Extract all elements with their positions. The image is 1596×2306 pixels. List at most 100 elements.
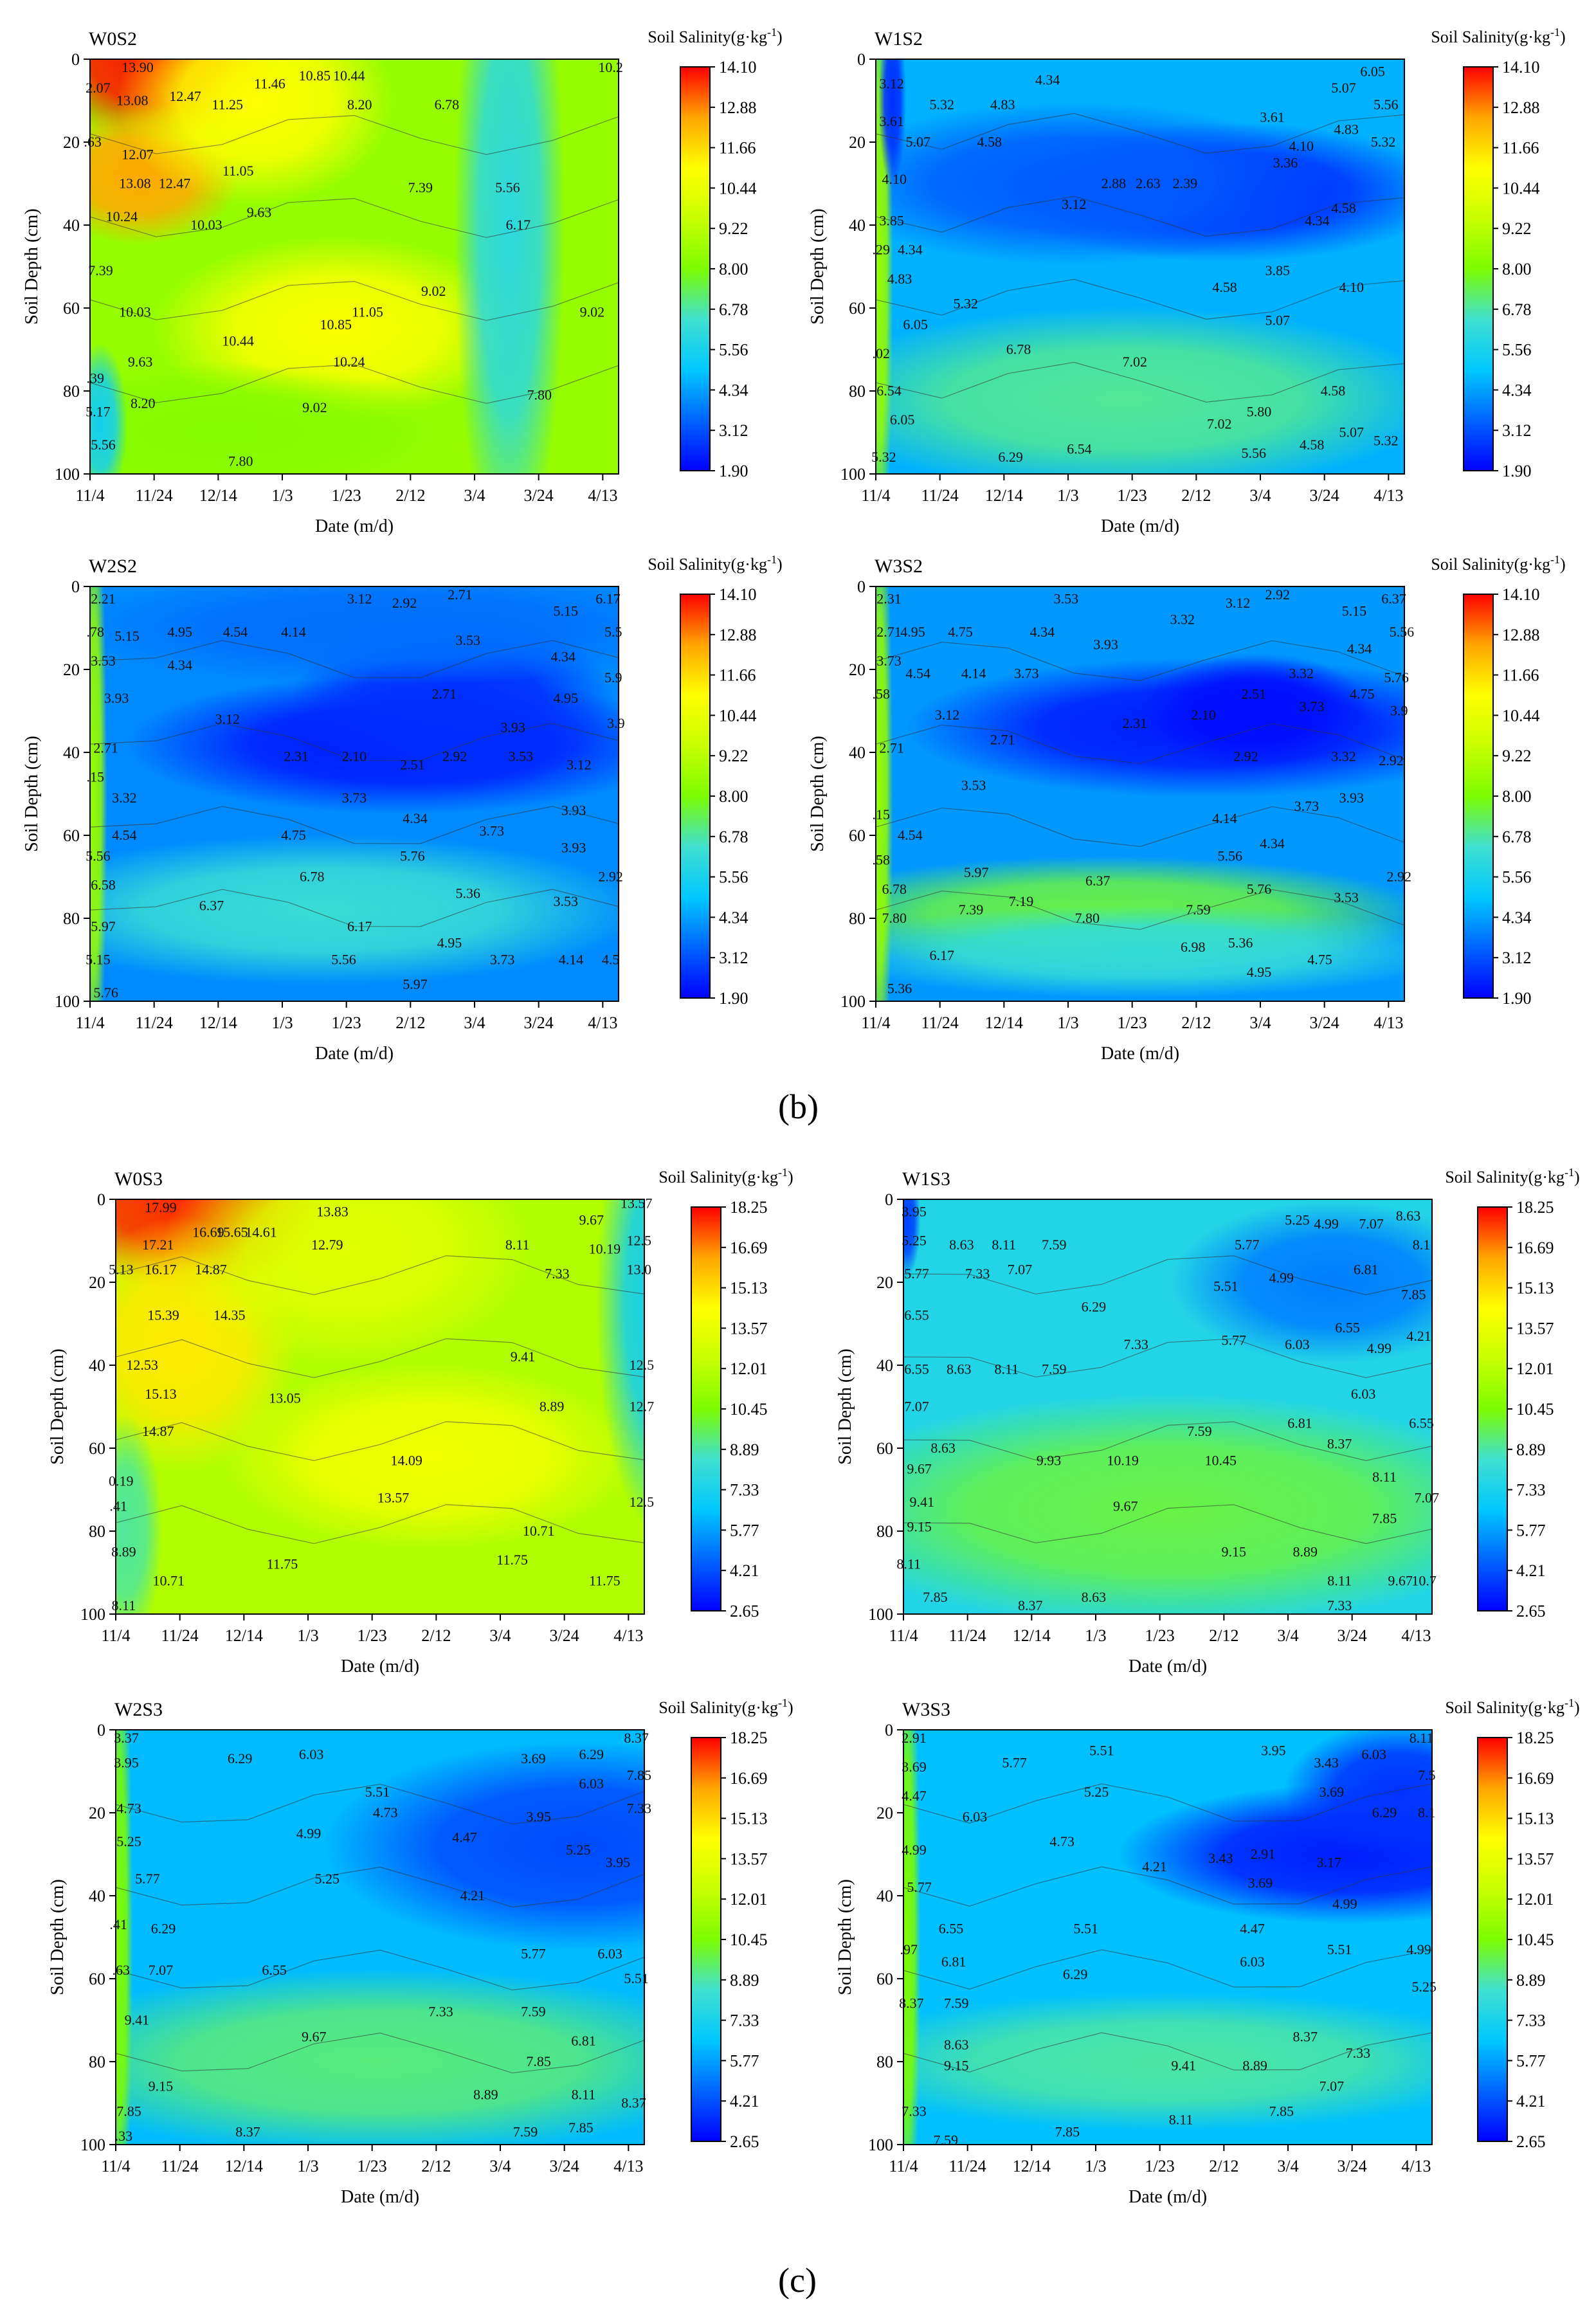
contour-label: 6.55 bbox=[1409, 1415, 1434, 1431]
contour-label: 16.17 bbox=[145, 1262, 177, 1278]
colorbar-tick-label: 4.21 bbox=[1516, 2092, 1546, 2111]
contour-label: 3.43 bbox=[1208, 1850, 1233, 1866]
colorbar bbox=[680, 66, 711, 471]
contour-label: 3.85 bbox=[1265, 262, 1290, 278]
contour-label: 7.39 bbox=[408, 179, 433, 195]
contour-label: 7.59 bbox=[1186, 902, 1211, 918]
x-tick-label: 4/13 bbox=[613, 2157, 643, 2175]
panel-w1s2: 3.12 4.34 6.05 5.32 4.83 5.07 5.56 3.61 3.61 4.83… bbox=[808, 26, 1566, 536]
contour-label: 11.25 bbox=[212, 96, 243, 113]
contour-label: 11.75 bbox=[496, 1552, 528, 1568]
y-tick-label: 20 bbox=[63, 133, 80, 152]
colorbar bbox=[1463, 66, 1494, 471]
contour-label: 11.46 bbox=[254, 76, 286, 92]
colorbar bbox=[1477, 1737, 1508, 2142]
contour-label: 7.85 bbox=[923, 1589, 948, 1605]
contour-label: 4.47 bbox=[452, 1829, 477, 1846]
colorbar-tick-label: 12.88 bbox=[1502, 98, 1540, 117]
contour-label: .33 bbox=[115, 2128, 133, 2144]
contour-label: 4.47 bbox=[902, 1788, 927, 1804]
heatmap-region bbox=[90, 586, 619, 686]
y-tick-label: 100 bbox=[840, 465, 866, 484]
plot-frame bbox=[903, 1199, 1433, 1615]
colorbar-tick-label: 4.21 bbox=[730, 2092, 759, 2111]
contour-label: 2.71 bbox=[990, 732, 1015, 748]
contour-label: 6.03 bbox=[1240, 1954, 1265, 1970]
x-tick-label: 1/23 bbox=[358, 1626, 387, 1645]
x-tick-label: 2/12 bbox=[395, 1013, 425, 1032]
contour-label: 8.63 bbox=[930, 1440, 956, 1456]
contour-label: 4.34 bbox=[403, 810, 428, 826]
y-tick-label: 60 bbox=[63, 826, 80, 845]
contour-line bbox=[116, 2032, 644, 2074]
y-tick-label: 80 bbox=[876, 2053, 893, 2071]
x-axis-label: Date (m/d) bbox=[1101, 516, 1179, 536]
colorbar-tick-label: 7.33 bbox=[1516, 2011, 1546, 2030]
x-tick-label: 2/12 bbox=[1209, 2157, 1238, 2175]
contour-label: 5.15 bbox=[114, 628, 140, 644]
heatmap-region bbox=[876, 586, 893, 1001]
x-tick-label: 2/12 bbox=[395, 486, 425, 505]
colorbar bbox=[680, 594, 711, 999]
contour-label: 4.10 bbox=[882, 171, 907, 187]
y-tick-label: 0 bbox=[885, 1190, 893, 1209]
contour-label: 6.29 bbox=[228, 1750, 253, 1766]
colorbar-tick-label: 7.33 bbox=[1516, 1481, 1546, 1500]
colorbar-tick-label: 5.56 bbox=[1502, 868, 1532, 887]
contour-label: 3.95 bbox=[1261, 1742, 1286, 1758]
x-tick-label: 12/14 bbox=[225, 1626, 263, 1645]
colorbar-tick-label: 15.13 bbox=[730, 1810, 768, 1828]
contour-label: 6.05 bbox=[1360, 63, 1385, 79]
contour-label: 6.55 bbox=[904, 1361, 929, 1377]
y-tick-label: 80 bbox=[849, 909, 866, 928]
contour-label: 7.33 bbox=[902, 2103, 927, 2119]
colorbar-tick-label: 12.01 bbox=[730, 1890, 768, 1909]
colorbar-tick-label: 14.10 bbox=[1502, 58, 1540, 77]
x-tick-label: 1/3 bbox=[1085, 2157, 1106, 2175]
contour-label: 16.69 bbox=[192, 1224, 224, 1240]
contour-label: 3.32 bbox=[112, 790, 137, 806]
heatmap-region bbox=[903, 1730, 921, 2145]
heatmap-field bbox=[90, 59, 565, 474]
contour-label: 4.99 bbox=[1269, 1270, 1294, 1286]
colorbar-tick-label: 5.77 bbox=[1516, 1521, 1546, 1539]
colorbar-tick-label: 11.66 bbox=[719, 666, 756, 685]
contour-label: 3.69 bbox=[1319, 1784, 1345, 1800]
contour-label: 9.67 bbox=[1113, 1498, 1138, 1514]
contour-label: 2.07 bbox=[86, 80, 111, 96]
contour-label: 7.59 bbox=[1042, 1361, 1067, 1377]
colorbar-tick-label: 4.34 bbox=[719, 381, 748, 399]
colorbar bbox=[1463, 594, 1494, 999]
contour-label: 8.11 bbox=[994, 1361, 1019, 1377]
contour-label: 5.13 bbox=[109, 1262, 134, 1278]
contour-label: 7.39 bbox=[959, 902, 984, 918]
contour-label: 6.55 bbox=[1335, 1320, 1360, 1336]
panel-w2s3: 3.37 6.29 6.03 3.69 6.29 8.37 3.95 6.03 7.85 5.51… bbox=[48, 1696, 793, 2207]
x-tick-label: 11/24 bbox=[161, 1626, 199, 1645]
colorbar-tick-label: 8.89 bbox=[730, 1440, 759, 1459]
contour-label: 3.43 bbox=[1314, 1755, 1339, 1771]
contour-label: 2.21 bbox=[91, 590, 116, 606]
heatmap-region bbox=[878, 59, 907, 188]
contour-label: 4.58 bbox=[977, 134, 1002, 150]
colorbar-tick-label: 2.65 bbox=[1516, 1602, 1546, 1621]
contour-label: 5.25 bbox=[1285, 1212, 1310, 1228]
contour-label: 8.11 bbox=[1410, 1730, 1434, 1746]
contour-lines bbox=[903, 1255, 1432, 1544]
contour-label: 3.12 bbox=[935, 707, 960, 723]
contour-label: 10.44 bbox=[222, 333, 254, 349]
y-tick-label: 80 bbox=[876, 1522, 893, 1541]
contour-label: 0.19 bbox=[109, 1473, 134, 1489]
contour-line bbox=[90, 806, 619, 844]
contour-label: 7.85 bbox=[1055, 2124, 1080, 2140]
colorbar-tick-label: 8.89 bbox=[730, 1971, 759, 1990]
colorbar-tick-label: 15.13 bbox=[730, 1279, 768, 1298]
heatmap-region bbox=[876, 102, 1328, 265]
contour-label: 3.93 bbox=[561, 839, 586, 855]
colorbar-tick-label: 9.22 bbox=[719, 747, 748, 765]
contour-label: 14.87 bbox=[142, 1423, 174, 1439]
contour-label: 10.24 bbox=[106, 208, 138, 224]
x-tick-label: 3/24 bbox=[1310, 486, 1339, 505]
contour-label: 8.89 bbox=[540, 1399, 565, 1415]
colorbar-tick-label: 16.69 bbox=[1516, 1239, 1554, 1257]
